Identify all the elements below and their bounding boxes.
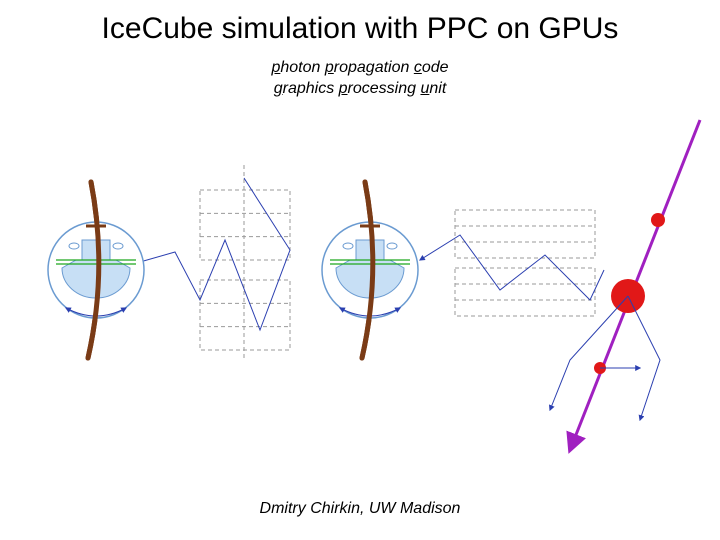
photon-path-left bbox=[140, 178, 290, 330]
dom-modules bbox=[48, 182, 418, 358]
diagram-canvas bbox=[0, 0, 720, 540]
